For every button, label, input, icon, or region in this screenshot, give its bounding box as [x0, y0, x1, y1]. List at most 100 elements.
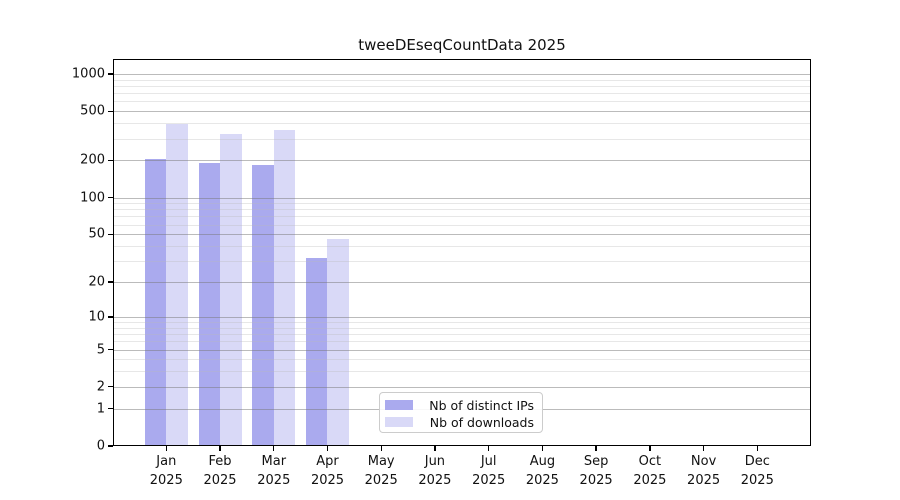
- minor-gridline: [113, 261, 811, 263]
- y-axis-tick: [108, 386, 113, 388]
- month-label: Mar: [261, 454, 287, 469]
- year-label: 2025: [364, 473, 398, 488]
- minor-gridline: [113, 359, 811, 361]
- minor-gridline: [113, 216, 811, 218]
- month-label: Jun: [424, 454, 446, 469]
- x-tick-label: Jul 2025: [459, 452, 519, 490]
- x-tick-label: Oct 2025: [620, 452, 680, 490]
- major-gridline: [113, 111, 811, 113]
- year-label: 2025: [525, 473, 559, 488]
- bar-nb-of-distinct-ips-apr: [305, 257, 328, 446]
- y-axis-tick: [108, 445, 113, 447]
- legend: Nb of distinct IPs Nb of downloads: [379, 392, 543, 433]
- minor-gridline: [113, 85, 811, 87]
- minor-gridline: [113, 224, 811, 226]
- year-label: 2025: [149, 473, 183, 488]
- x-axis-tick: [649, 446, 651, 451]
- y-tick-label: 1000: [71, 66, 105, 82]
- legend-label: Nb of downloads: [429, 414, 534, 430]
- x-tick-label: Feb 2025: [190, 452, 250, 490]
- minor-gridline: [113, 371, 811, 373]
- x-axis-tick: [595, 446, 597, 451]
- x-axis-tick: [488, 446, 490, 451]
- y-axis-tick: [108, 233, 113, 235]
- month-label: Apr: [316, 454, 339, 469]
- legend-label: Nb of distinct IPs: [429, 397, 534, 413]
- minor-gridline: [113, 209, 811, 211]
- x-axis-tick: [380, 446, 382, 451]
- y-axis-tick: [108, 408, 113, 410]
- bar-nb-of-downloads-apr: [327, 238, 349, 446]
- y-tick-label: 5: [96, 342, 105, 357]
- y-axis-tick: [108, 316, 113, 318]
- minor-gridline: [113, 334, 811, 335]
- y-axis-tick: [108, 348, 113, 351]
- x-axis-tick: [273, 446, 275, 451]
- year-label: 2025: [472, 473, 506, 488]
- minor-gridline: [113, 123, 811, 125]
- x-tick-label: Dec 2025: [727, 452, 787, 490]
- year-label: 2025: [257, 473, 291, 488]
- x-axis-tick: [756, 446, 758, 451]
- month-label: Feb: [208, 454, 232, 469]
- legend-swatch-downloads-icon: [385, 417, 413, 427]
- y-axis-tick: [108, 159, 113, 162]
- minor-gridline: [113, 138, 811, 140]
- y-tick-label: 10: [88, 309, 105, 325]
- y-tick-label: 1: [96, 401, 105, 417]
- x-tick-label: Jun 2025: [405, 452, 465, 490]
- month-label: Jan: [156, 454, 177, 469]
- minor-gridline: [113, 101, 811, 103]
- month-label: May: [367, 454, 395, 469]
- y-tick-label: 0: [96, 438, 105, 454]
- major-gridline: [113, 197, 811, 199]
- bar-nb-of-distinct-ips-jan: [144, 159, 167, 446]
- month-label: Dec: [744, 454, 770, 469]
- x-tick-label: May 2025: [351, 452, 411, 490]
- minor-gridline: [113, 322, 811, 323]
- x-axis-tick: [219, 446, 221, 451]
- month-label: Sep: [583, 454, 609, 469]
- year-label: 2025: [310, 473, 345, 488]
- x-tick-label: Apr 2025: [298, 452, 358, 490]
- major-gridline: [113, 349, 811, 351]
- y-tick-label: 200: [80, 152, 105, 168]
- plot-area: [113, 59, 811, 446]
- minor-gridline: [113, 327, 811, 329]
- y-tick-label: 20: [88, 274, 105, 290]
- major-gridline: [113, 73, 811, 75]
- x-tick-label: Jan 2025: [136, 452, 196, 490]
- major-gridline: [113, 386, 811, 388]
- legend-item: Nb of downloads: [385, 414, 534, 430]
- legend-swatch-distinct-ips-icon: [385, 400, 413, 410]
- x-tick-label: Aug 2025: [512, 452, 572, 490]
- minor-gridline: [113, 341, 811, 343]
- year-label: 2025: [203, 473, 237, 488]
- y-axis-tick: [108, 110, 113, 112]
- x-tick-label: Nov 2025: [674, 452, 734, 490]
- x-axis-tick: [326, 446, 329, 451]
- x-axis-tick: [434, 446, 436, 451]
- bar-nb-of-downloads-feb: [220, 134, 242, 446]
- x-axis-tick: [541, 446, 544, 451]
- month-label: Oct: [638, 454, 662, 469]
- month-label: Aug: [529, 454, 556, 469]
- y-tick-label: 500: [80, 103, 105, 119]
- y-axis-tick: [108, 196, 113, 199]
- x-axis-tick: [702, 446, 705, 451]
- major-gridline: [113, 316, 811, 318]
- x-axis-tick: [165, 446, 167, 451]
- major-gridline: [113, 234, 811, 236]
- year-label: 2025: [579, 473, 613, 488]
- year-label: 2025: [740, 473, 774, 488]
- year-label: 2025: [633, 473, 667, 488]
- y-axis-tick: [108, 281, 113, 283]
- minor-gridline: [113, 79, 811, 81]
- minor-gridline: [113, 246, 811, 247]
- major-gridline: [113, 282, 811, 283]
- bar-nb-of-downloads-jan: [166, 123, 188, 446]
- bar-nb-of-downloads-mar: [273, 130, 296, 446]
- minor-gridline: [113, 203, 811, 205]
- bar-nb-of-distinct-ips-mar: [252, 164, 274, 446]
